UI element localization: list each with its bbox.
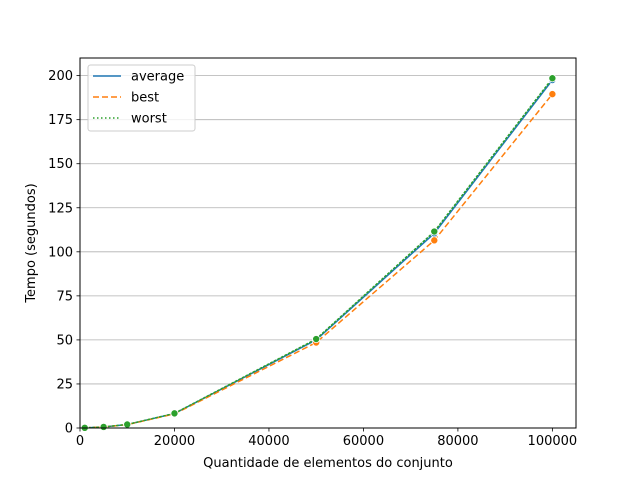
y-tick-label: 25 [56, 377, 73, 392]
x-axis-label: Quantidade de elementos do conjunto [203, 456, 453, 471]
y-tick-label: 50 [56, 333, 73, 348]
y-tick-label: 150 [48, 157, 73, 172]
data-point-worst [312, 335, 321, 344]
y-tick-label: 0 [65, 422, 73, 437]
legend: average best worst [87, 64, 196, 132]
y-tick-label: 175 [48, 113, 73, 128]
y-axis: 0 25 50 75 100 125 150 175 200 [48, 69, 80, 437]
y-tick-label: 75 [56, 289, 73, 304]
y-axis-label: Tempo (segundos) [24, 183, 39, 303]
series-line-average [84, 79, 553, 429]
x-tick-label: 80000 [437, 434, 478, 449]
data-point-worst [170, 409, 179, 418]
series-line-best [84, 93, 553, 429]
data-point-best [430, 236, 439, 245]
data-point-best [548, 90, 557, 99]
y-tick-label: 200 [48, 69, 73, 84]
data-point-worst [123, 420, 132, 429]
grid-lines [80, 75, 576, 429]
legend-label-worst: worst [131, 112, 167, 127]
legend-label-best: best [131, 91, 159, 106]
legend-box [87, 64, 196, 132]
data-point-worst [430, 227, 439, 236]
x-tick-label: 20000 [154, 434, 195, 449]
legend-label-average: average [131, 70, 184, 85]
y-tick-label: 125 [48, 201, 73, 216]
x-tick-label: 0 [76, 434, 84, 449]
x-tick-label: 60000 [343, 434, 384, 449]
x-axis: 0 20000 40000 60000 80000 100000 [76, 428, 577, 449]
plot-frame [79, 57, 577, 429]
data-point-worst [99, 422, 108, 431]
x-tick-label: 40000 [248, 434, 289, 449]
x-tick-label: 100000 [528, 434, 578, 449]
y-tick-label: 100 [48, 245, 73, 260]
data-point-worst [548, 74, 557, 83]
